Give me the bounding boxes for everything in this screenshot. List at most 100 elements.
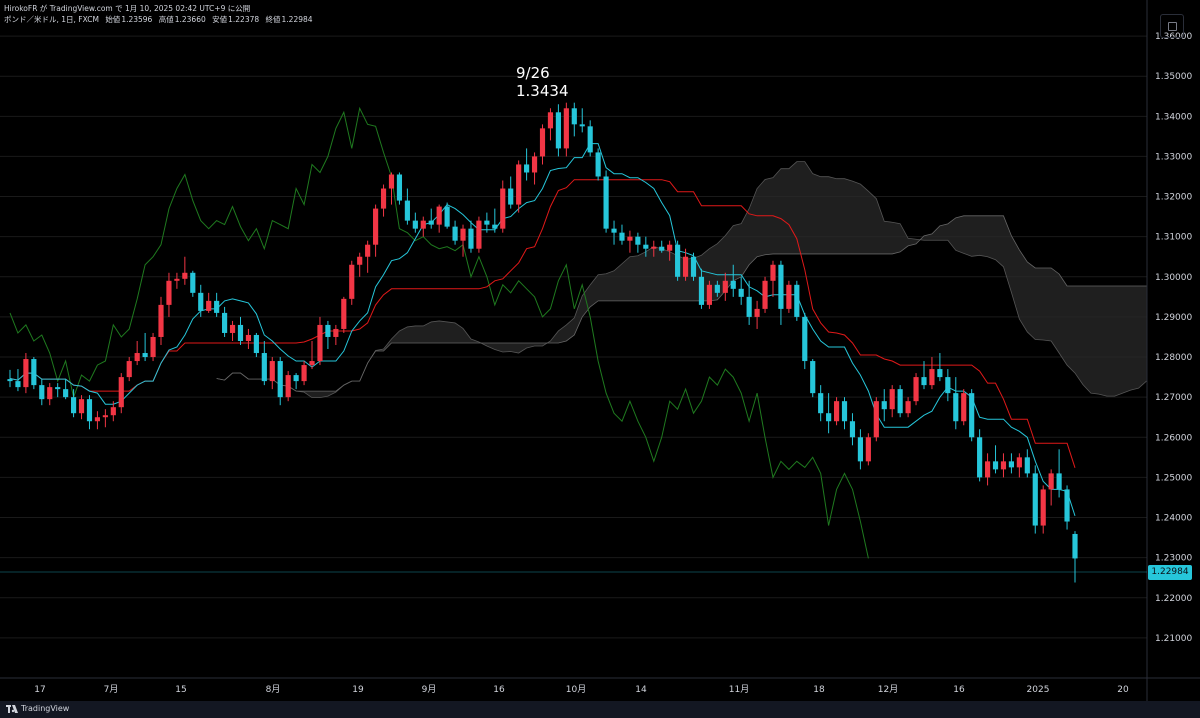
candle-body	[977, 437, 983, 478]
candle	[802, 312, 808, 370]
candle	[317, 316, 323, 366]
candle-body	[786, 284, 792, 309]
price-tick-label: 1.25000	[1155, 473, 1192, 483]
candle	[667, 240, 673, 261]
chart-settings-button[interactable]	[1160, 14, 1184, 38]
candle	[857, 429, 863, 470]
price-gridlines	[0, 35, 1147, 639]
candle	[476, 216, 482, 253]
candle-body	[675, 244, 681, 277]
candle	[380, 184, 387, 217]
candle	[78, 395, 85, 420]
last-price-tag: 1.22984	[1148, 565, 1192, 580]
candle-body	[380, 188, 387, 209]
candle	[31, 357, 37, 390]
candle-body	[420, 220, 426, 229]
lagging-span-line	[9, 106, 869, 559]
candle-body	[619, 232, 625, 241]
candle	[436, 204, 442, 233]
candle	[889, 385, 895, 418]
time-tick-label: 19	[352, 685, 364, 695]
candle-body	[778, 264, 784, 309]
price-axis[interactable]: 1.360001.350001.340001.330001.320001.310…	[1146, 0, 1192, 701]
candle-body	[460, 228, 466, 241]
close-value: 1.22984	[281, 15, 313, 24]
time-tick-label: 10月	[566, 684, 586, 695]
candle	[770, 260, 776, 297]
time-tick-label: 17	[34, 685, 45, 695]
conversion-line	[9, 143, 1076, 517]
candle	[1072, 531, 1078, 583]
candle	[969, 389, 975, 442]
candle	[913, 373, 919, 406]
candle	[142, 332, 148, 362]
candle	[603, 170, 609, 233]
time-tick-label: 14	[635, 685, 647, 695]
tradingview-icon	[6, 704, 18, 713]
candle-body	[476, 220, 482, 249]
candle	[404, 188, 410, 225]
candle-body	[86, 399, 93, 422]
low-value: 1.22378	[228, 15, 260, 24]
candle	[841, 397, 848, 430]
time-tick-label: 7月	[104, 684, 119, 695]
candle-body	[412, 220, 418, 229]
time-tick-label: 16	[493, 685, 505, 695]
time-tick-label: 9月	[422, 684, 437, 695]
candle	[468, 220, 474, 253]
candle	[555, 104, 561, 157]
candle-body	[285, 375, 291, 398]
candle-body	[698, 276, 705, 305]
candle-body	[317, 324, 323, 362]
candle	[992, 445, 999, 474]
candle	[873, 397, 879, 442]
price-tick-label: 1.24000	[1155, 514, 1192, 524]
candle	[1032, 465, 1038, 534]
chart-header: HirokoFR が TradingView.com で 1月 10, 2025…	[4, 3, 317, 25]
price-tick-label: 1.28000	[1155, 353, 1192, 363]
candle-body	[849, 421, 856, 438]
candle	[1000, 453, 1007, 478]
candle	[452, 220, 458, 245]
candle-body	[1056, 473, 1062, 490]
candle	[102, 409, 108, 428]
candle	[587, 120, 593, 157]
candle-body	[984, 461, 991, 478]
candle-body	[1040, 489, 1046, 526]
candle-body	[603, 176, 609, 229]
time-axis[interactable]: 17 7月 15 8月 19 9月 16 10月 14 11月 18 12月 16 2025 20	[0, 677, 1200, 695]
candle-body	[754, 308, 760, 317]
candle-body	[261, 353, 267, 382]
candle	[309, 340, 315, 370]
time-tick-label: 20	[1117, 685, 1129, 695]
candle	[865, 433, 871, 466]
candle-body	[841, 401, 848, 422]
candle-body	[237, 324, 244, 341]
candle	[126, 357, 132, 382]
candle-body	[78, 399, 85, 414]
candle-body	[277, 361, 283, 398]
candle	[897, 385, 903, 418]
time-tick-label: 15	[175, 685, 186, 695]
price-tick-label: 1.32000	[1155, 193, 1192, 203]
candle-body	[873, 401, 879, 438]
candle	[754, 300, 760, 329]
price-tick-label: 1.22000	[1155, 594, 1192, 604]
candle-body	[158, 304, 164, 337]
symbol-text: ポンド／米ドル, 1日, FXCM	[4, 15, 99, 24]
candle	[921, 361, 927, 390]
candle-body	[142, 353, 148, 358]
candle-body	[63, 389, 69, 398]
candle	[1016, 453, 1022, 478]
candle	[722, 272, 728, 301]
price-tick-label: 1.26000	[1155, 433, 1192, 443]
tradingview-logo[interactable]: TradingView	[6, 704, 69, 713]
candle	[1040, 485, 1046, 534]
candle-body	[802, 316, 808, 362]
candle-body	[182, 272, 188, 279]
price-tick-label: 1.21000	[1155, 634, 1192, 644]
indicator-lines	[9, 106, 1076, 559]
candle-body	[118, 377, 124, 408]
candle-body	[166, 280, 172, 305]
